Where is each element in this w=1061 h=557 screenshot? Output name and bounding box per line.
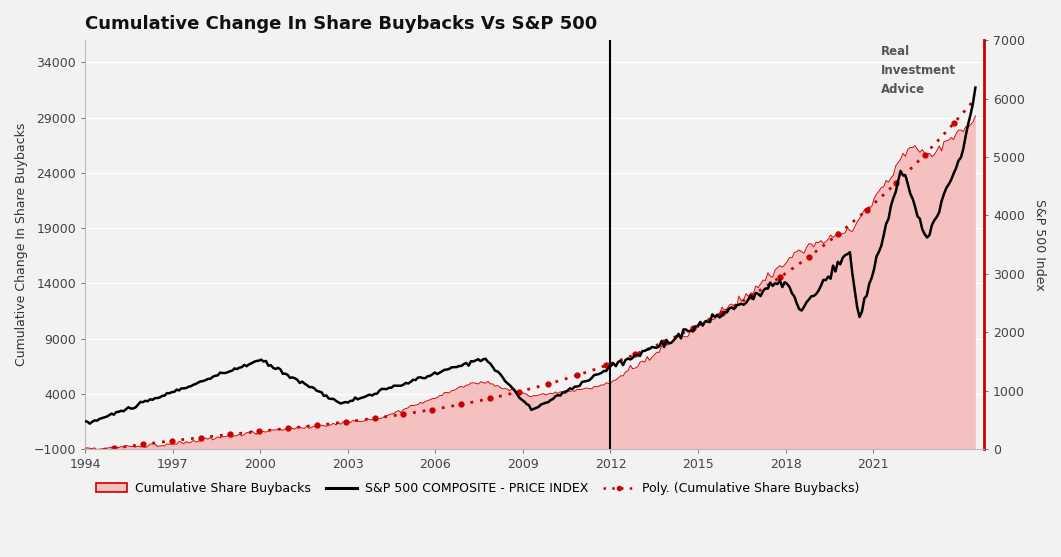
Text: Real
Investment
Advice: Real Investment Advice	[881, 45, 956, 96]
Y-axis label: Cumulative Change In Share Buybacks: Cumulative Change In Share Buybacks	[15, 123, 28, 367]
Legend: Cumulative Share Buybacks, S&P 500 COMPOSITE - PRICE INDEX, Poly. (Cumulative Sh: Cumulative Share Buybacks, S&P 500 COMPO…	[91, 477, 864, 500]
Y-axis label: S&P 500 Index: S&P 500 Index	[1033, 199, 1046, 291]
Text: Cumulative Change In Share Buybacks Vs S&P 500: Cumulative Change In Share Buybacks Vs S…	[85, 15, 597, 33]
